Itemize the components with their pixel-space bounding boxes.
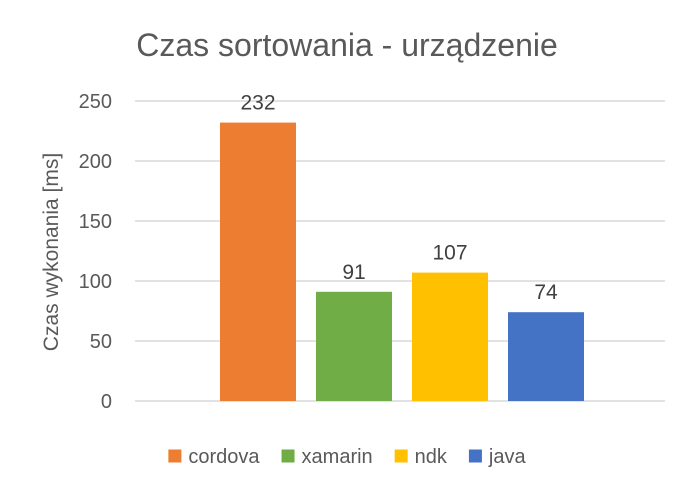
legend-label-cordova: cordova	[188, 446, 260, 468]
data-labels: 232 91 107 74	[240, 92, 558, 305]
data-label-cordova: 232	[240, 92, 275, 115]
legend-item-cordova: cordova	[168, 446, 260, 468]
legend-swatch-java	[468, 449, 482, 463]
y-tick-label: 150	[79, 211, 112, 233]
data-label-ndk: 107	[432, 242, 467, 265]
legend-swatch-ndk	[394, 449, 408, 463]
legend-label-java: java	[488, 446, 527, 468]
y-axis-ticks: 0 50 100 150 200 250	[79, 91, 112, 413]
bar-xamarin	[316, 291, 392, 401]
legend-swatch-xamarin	[281, 449, 295, 463]
legend: cordova xamarin ndk java	[168, 446, 526, 468]
y-tick-label: 100	[79, 271, 112, 293]
bars	[220, 122, 584, 401]
legend-swatch-cordova	[168, 449, 182, 463]
y-tick-label: 200	[79, 151, 112, 173]
bar-cordova	[220, 122, 296, 401]
y-axis-label: Czas wykonania [ms]	[40, 153, 63, 351]
legend-label-ndk: ndk	[415, 446, 448, 468]
y-tick-label: 250	[79, 91, 112, 113]
y-tick-label: 0	[101, 391, 112, 413]
legend-item-java: java	[468, 446, 527, 468]
gridlines	[135, 100, 665, 402]
chart-title: Czas sortowania - urządzenie	[136, 27, 558, 63]
legend-item-ndk: ndk	[394, 446, 448, 468]
bar-ndk	[412, 272, 488, 401]
legend-item-xamarin: xamarin	[281, 446, 373, 468]
data-label-java: 74	[534, 281, 558, 304]
y-tick-label: 50	[90, 331, 112, 353]
data-label-xamarin: 91	[342, 261, 365, 284]
legend-label-xamarin: xamarin	[302, 446, 373, 468]
bar-java	[508, 312, 584, 401]
